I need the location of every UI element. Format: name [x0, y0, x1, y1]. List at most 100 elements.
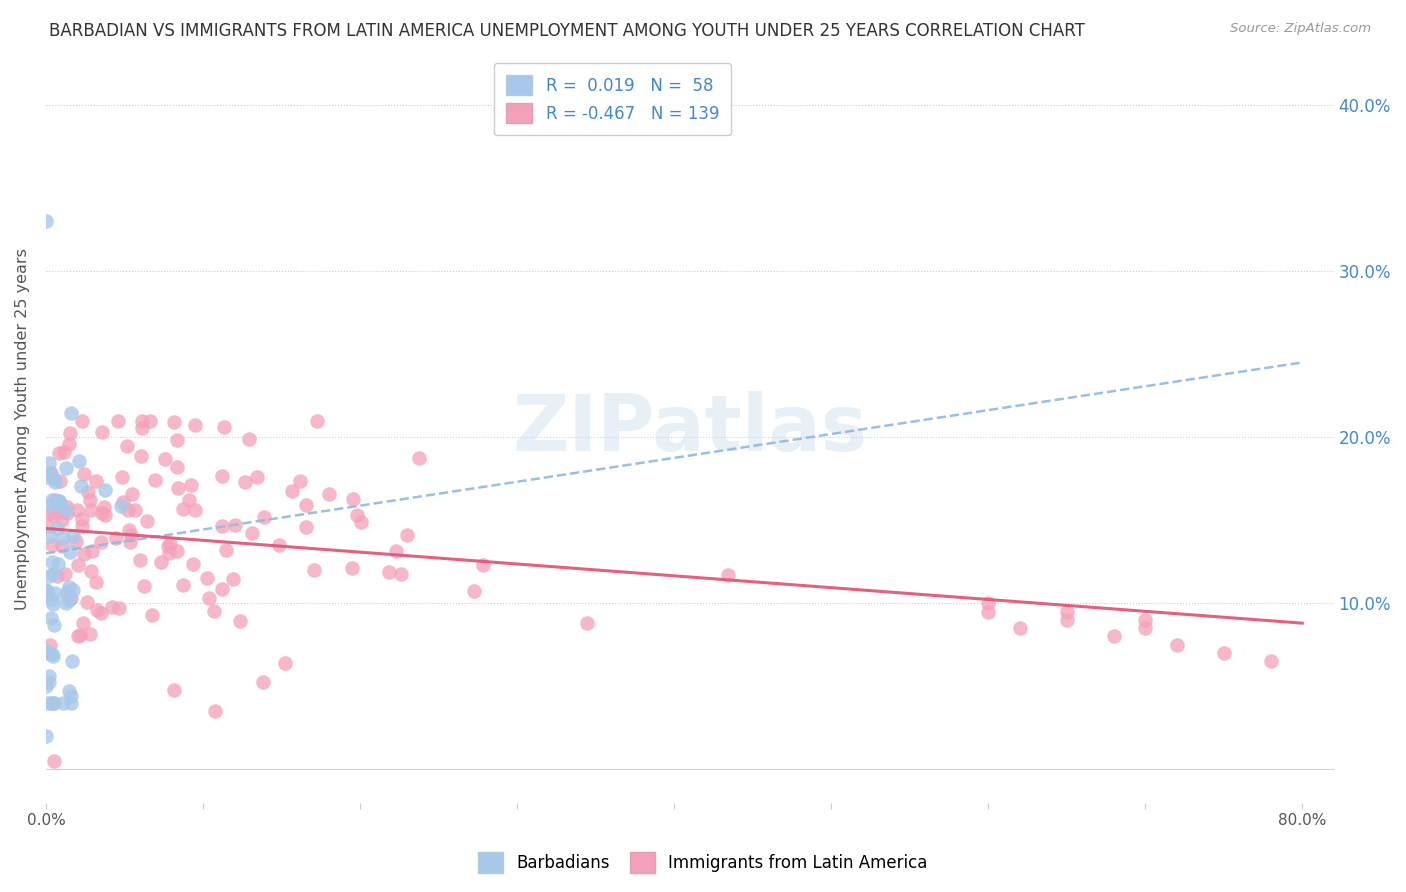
Point: [385, 544, 408, 558]
Point: [62, 582, 84, 597]
Point: [72, 519, 94, 533]
Point: [41, 648, 63, 663]
Point: [132, 579, 155, 593]
Point: [41, 555, 63, 569]
Point: [1212, 646, 1234, 660]
Point: [67, 454, 90, 468]
Point: [269, 538, 291, 552]
Point: [342, 492, 364, 507]
Point: [149, 555, 172, 569]
Point: [46, 499, 69, 513]
Point: [202, 604, 225, 618]
Point: [35, 519, 58, 533]
Point: [1135, 613, 1157, 627]
Point: [44, 585, 66, 599]
Point: [38, 675, 60, 690]
Point: [181, 557, 204, 571]
Point: [224, 517, 246, 532]
Point: [80, 544, 103, 558]
Point: [717, 568, 740, 582]
Point: [44, 475, 66, 489]
Point: [39, 466, 62, 480]
Point: [228, 614, 250, 628]
Point: [58, 592, 80, 607]
Point: [76, 595, 98, 609]
Point: [90, 607, 112, 621]
Point: [51, 512, 73, 526]
Point: [143, 473, 166, 487]
Point: [41, 538, 63, 552]
Point: [157, 546, 180, 560]
Point: [67, 558, 90, 573]
Point: [80, 564, 103, 578]
Point: [59, 696, 82, 710]
Point: [294, 499, 316, 513]
Point: [350, 515, 373, 529]
Point: [90, 535, 112, 549]
Point: [37, 644, 59, 658]
Point: [39, 498, 62, 512]
Point: [48, 494, 70, 508]
Point: [59, 591, 82, 605]
Point: [463, 584, 485, 599]
Point: [104, 531, 127, 545]
Point: [55, 596, 77, 610]
Point: [66, 629, 89, 643]
Point: [195, 571, 218, 585]
Point: [59, 425, 82, 440]
Point: [76, 485, 98, 500]
Point: [41, 492, 63, 507]
Point: [166, 481, 188, 495]
Point: [111, 495, 134, 509]
Point: [215, 543, 238, 558]
Point: [90, 425, 112, 440]
Point: [60, 689, 83, 703]
Point: [45, 521, 67, 535]
Point: [86, 603, 108, 617]
Point: [41, 696, 63, 710]
Point: [56, 500, 79, 515]
Point: [163, 415, 186, 429]
Point: [38, 456, 60, 470]
Point: [37, 584, 59, 599]
Point: [245, 470, 267, 484]
Point: [121, 487, 143, 501]
Point: [46, 497, 69, 511]
Point: [84, 474, 107, 488]
Point: [49, 474, 72, 488]
Point: [70, 512, 93, 526]
Point: [302, 563, 325, 577]
Point: [118, 523, 141, 537]
Point: [211, 519, 233, 533]
Point: [101, 600, 124, 615]
Point: [42, 754, 65, 768]
Point: [58, 684, 80, 698]
Point: [204, 705, 226, 719]
Point: [55, 460, 77, 475]
Point: [37, 696, 59, 710]
Text: Source: ZipAtlas.com: Source: ZipAtlas.com: [1230, 22, 1371, 36]
Point: [395, 528, 418, 542]
Point: [56, 587, 79, 601]
Point: [42, 696, 65, 710]
Point: [977, 596, 1000, 610]
Point: [307, 413, 329, 427]
Text: BARBADIAN VS IMMIGRANTS FROM LATIN AMERICA UNEMPLOYMENT AMONG YOUTH UNDER 25 YEA: BARBADIAN VS IMMIGRANTS FROM LATIN AMERI…: [49, 22, 1085, 40]
Point: [56, 506, 79, 520]
Point: [408, 450, 430, 465]
Point: [42, 508, 65, 523]
Point: [59, 545, 82, 559]
Point: [378, 565, 401, 579]
Point: [80, 503, 103, 517]
Point: [44, 493, 66, 508]
Point: [73, 547, 96, 561]
Point: [90, 506, 112, 520]
Point: [62, 529, 84, 543]
Point: [38, 669, 60, 683]
Point: [1166, 638, 1188, 652]
Point: [35, 729, 58, 743]
Point: [70, 413, 93, 427]
Point: [1056, 605, 1078, 619]
Point: [39, 529, 62, 543]
Point: [60, 406, 83, 420]
